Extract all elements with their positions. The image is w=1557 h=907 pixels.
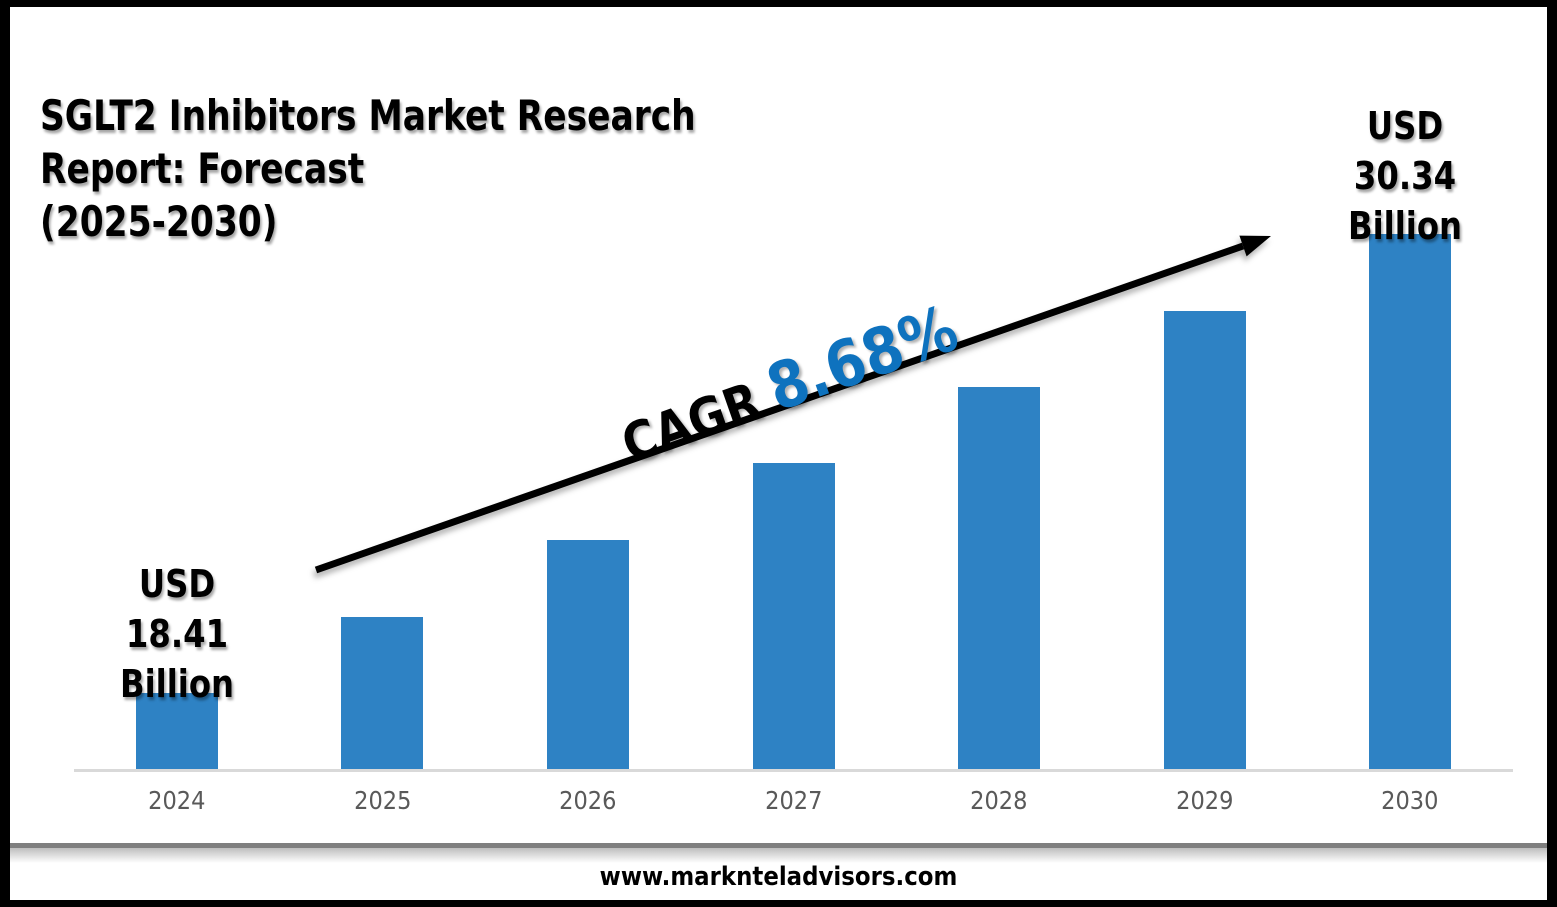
footer-divider-shadow	[10, 848, 1547, 863]
value-label-2030: USD 30.34 Billion	[1347, 104, 1463, 248]
bar-2028	[958, 387, 1041, 769]
bar-2029	[1163, 311, 1246, 769]
arrowhead-icon	[1239, 235, 1271, 257]
chart-canvas: SGLT2 Inhibitors Market Research Report:…	[10, 7, 1547, 900]
x-tick-2027: 2027	[764, 786, 823, 815]
bar-2024	[135, 693, 218, 769]
bar-2027	[752, 463, 835, 769]
x-axis-labels: 2024 2025 2026 2027 2028 2029 2030	[74, 786, 1513, 820]
x-tick-2025: 2025	[353, 786, 411, 815]
bar-2025	[341, 617, 424, 769]
x-tick-2029: 2029	[1175, 786, 1234, 815]
x-tick-2030: 2030	[1381, 786, 1439, 815]
footer-divider	[10, 843, 1547, 848]
x-tick-2026: 2026	[559, 786, 617, 815]
website-link[interactable]: www.marknteladvisors.com	[599, 862, 958, 892]
chart-title: SGLT2 Inhibitors Market Research Report:…	[40, 91, 696, 246]
cagr-label: CAGR	[614, 371, 769, 476]
x-axis-line	[74, 769, 1513, 772]
value-label-2024: USD 18.41 Billion	[119, 562, 235, 706]
plot-area: CAGR8.68%	[74, 7, 1513, 769]
bar-2030	[1369, 234, 1452, 769]
cagr-value: 8.68%	[758, 292, 967, 427]
x-tick-2028: 2028	[970, 786, 1028, 815]
cagr-annotation: CAGR8.68%	[611, 292, 967, 478]
x-tick-2024: 2024	[148, 786, 206, 815]
bar-2026	[546, 540, 629, 769]
